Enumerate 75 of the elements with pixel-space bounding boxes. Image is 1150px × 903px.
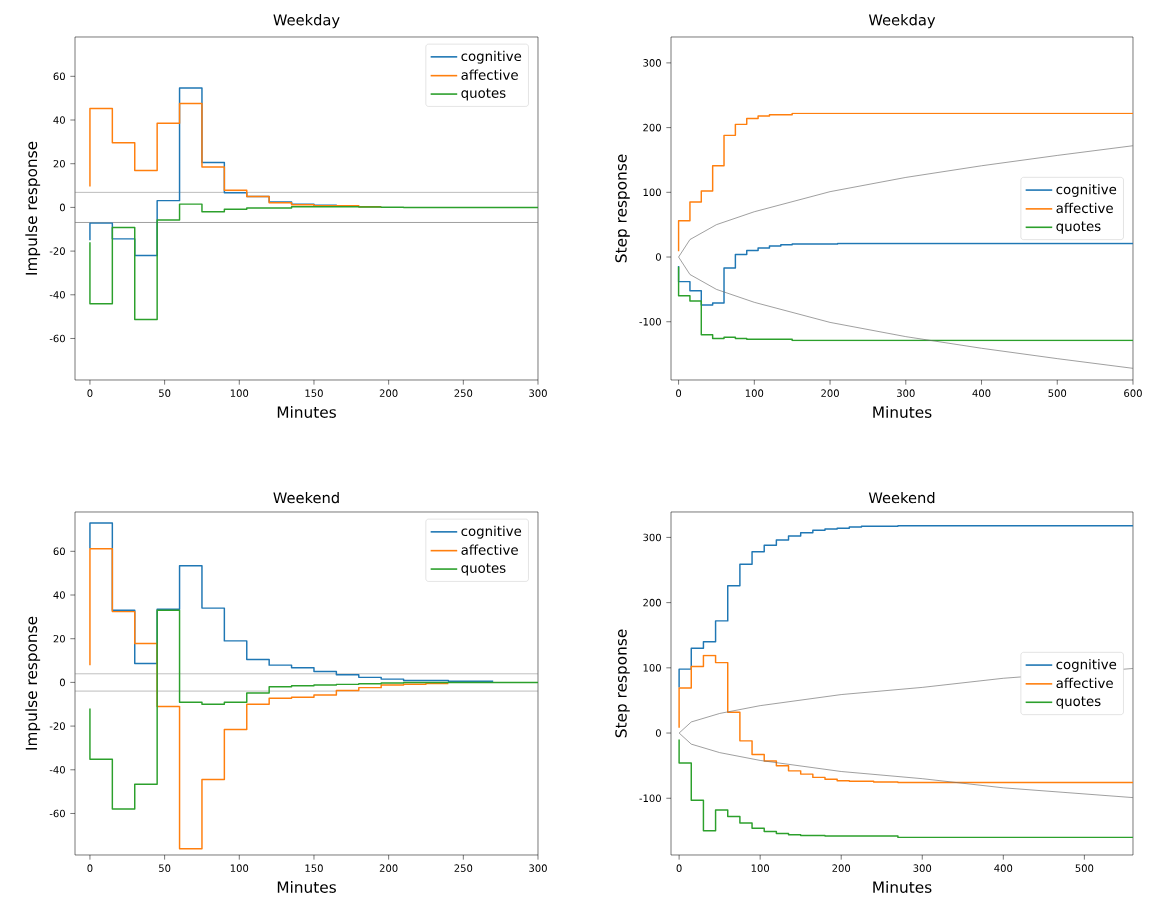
legend-label: quotes <box>1056 221 1101 234</box>
y-tick-label: 20 <box>53 159 65 168</box>
legend-label: cognitive <box>461 50 522 64</box>
chart-title: Weekday <box>868 14 936 29</box>
x-tick-label: 500 <box>1075 864 1094 872</box>
y-tick-label: 300 <box>643 533 661 542</box>
y-tick-label: -20 <box>49 722 65 730</box>
y-tick-label: 0 <box>59 678 65 687</box>
x-tick-label: 0 <box>676 389 682 397</box>
x-tick-label: 200 <box>379 864 398 872</box>
y-tick-label: -100 <box>639 794 661 803</box>
y-tick-label: -60 <box>49 334 65 343</box>
legend-label: quotes <box>1056 696 1101 709</box>
y-axis-title: Impulse response <box>25 141 41 275</box>
legend-label: quotes <box>461 88 506 101</box>
x-tick-label: 100 <box>230 864 249 872</box>
y-tick-label: -40 <box>49 291 65 299</box>
y-tick-label: 100 <box>643 188 661 197</box>
x-tick-label: 150 <box>305 864 323 872</box>
legend-label: affective <box>461 69 518 80</box>
x-tick-label: 250 <box>454 864 473 872</box>
x-tick-label: 0 <box>87 864 93 872</box>
x-tick-label: 600 <box>1124 389 1142 397</box>
y-tick-label: 60 <box>53 547 65 556</box>
legend-label: cognitive <box>461 525 522 539</box>
y-tick-label: 200 <box>643 598 661 607</box>
legend-label: cognitive <box>1056 184 1117 197</box>
legend-label: affective <box>1056 677 1113 689</box>
x-axis-title: Minutes <box>873 881 932 893</box>
x-tick-label: 200 <box>379 389 398 397</box>
y-axis-title: Step response <box>615 154 630 263</box>
y-tick-label: -20 <box>49 247 65 255</box>
x-tick-label: 0 <box>87 389 93 397</box>
legend-label: quotes <box>461 563 506 576</box>
x-tick-label: 400 <box>994 864 1013 872</box>
x-tick-label: 200 <box>832 864 851 872</box>
y-axis-title: Impulse response <box>25 616 41 750</box>
x-tick-label: 100 <box>745 389 764 397</box>
x-axis-title: Minutes <box>873 406 932 418</box>
x-tick-label: 0 <box>676 864 682 872</box>
x-axis-title: Minutes <box>277 881 336 893</box>
y-tick-label: 200 <box>643 123 661 132</box>
x-tick-label: 300 <box>913 864 932 872</box>
y-tick-label: 0 <box>655 253 661 261</box>
legend-label: affective <box>461 544 518 555</box>
y-tick-label: 0 <box>59 203 65 212</box>
x-tick-label: 50 <box>159 864 171 872</box>
x-tick-label: 100 <box>751 864 770 872</box>
x-tick-label: 300 <box>529 864 547 872</box>
y-tick-label: 20 <box>53 634 65 643</box>
y-tick-label: 0 <box>655 729 661 737</box>
y-tick-label: 40 <box>53 116 65 124</box>
legend-label: affective <box>1056 202 1113 214</box>
x-tick-label: 300 <box>897 389 915 397</box>
x-tick-label: 400 <box>972 389 991 397</box>
y-tick-label: -100 <box>639 317 661 326</box>
y-tick-label: 40 <box>53 591 65 599</box>
y-tick-label: 100 <box>643 664 661 672</box>
x-tick-label: 150 <box>305 389 323 397</box>
x-tick-label: 200 <box>821 389 839 397</box>
x-tick-label: 100 <box>230 389 249 397</box>
y-tick-label: -60 <box>49 809 65 818</box>
chart-title: Weekday <box>273 14 340 29</box>
x-tick-label: 250 <box>454 389 473 397</box>
y-tick-label: 60 <box>53 72 65 81</box>
x-axis-title: Minutes <box>277 406 336 418</box>
y-tick-label: 300 <box>643 59 661 67</box>
chart-title: Weekend <box>273 491 339 504</box>
x-tick-label: 500 <box>1048 389 1067 397</box>
legend-label: cognitive <box>1056 658 1117 672</box>
chart-title: Weekend <box>868 491 935 504</box>
x-tick-label: 50 <box>159 389 171 397</box>
y-axis-title: Step response <box>615 629 630 738</box>
y-tick-label: -40 <box>49 766 65 774</box>
x-tick-label: 300 <box>529 389 547 397</box>
